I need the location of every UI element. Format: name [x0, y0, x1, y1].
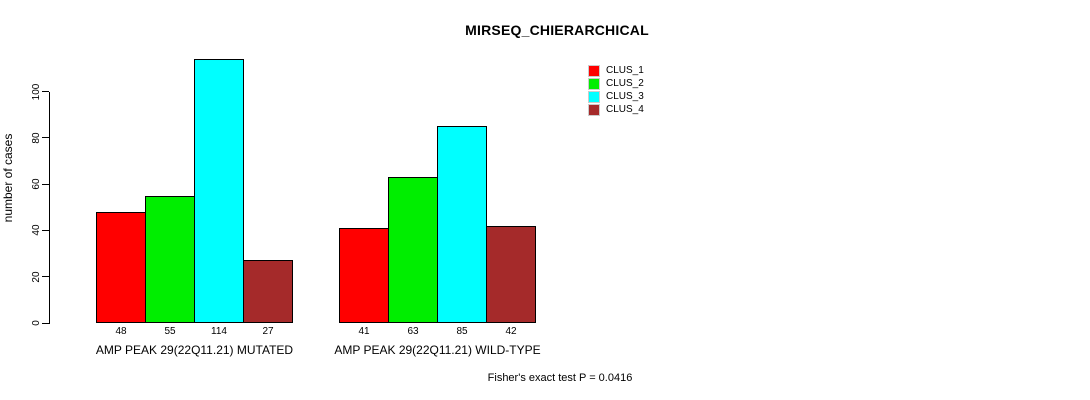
legend-swatch-icon	[588, 78, 600, 90]
legend-swatch-icon	[588, 91, 600, 103]
y-tick-label: 60	[31, 178, 42, 190]
y-tick-label: 0	[31, 320, 42, 326]
chart-title: MIRSEQ_CHIERARCHICAL	[465, 22, 649, 38]
y-tick	[42, 322, 49, 324]
y-tick	[42, 183, 49, 185]
bar-value-label: 48	[115, 326, 127, 337]
legend-label: CLUS_3	[606, 91, 644, 102]
bar-clus_3-group2	[437, 126, 487, 323]
bar-clus_1-group1	[96, 211, 146, 323]
group-label: AMP PEAK 29(22Q11.21) WILD-TYPE	[334, 343, 541, 357]
annotation-text: Fisher's exact test P = 0.0416	[487, 372, 633, 384]
bar-clus_1-group2	[339, 228, 389, 323]
bar-value-label: 41	[358, 326, 370, 337]
legend-label: CLUS_2	[606, 78, 644, 89]
legend-swatch-icon	[588, 104, 600, 116]
bar-value-label: 85	[456, 326, 468, 337]
y-tick	[42, 276, 49, 278]
bar-value-label: 55	[164, 326, 176, 337]
y-tick	[42, 137, 49, 139]
legend-swatch-icon	[588, 65, 600, 77]
y-tick-label: 40	[31, 224, 42, 236]
bar-clus_4-group1	[243, 260, 293, 323]
y-tick-label: 20	[31, 271, 42, 283]
legend-label: CLUS_1	[606, 65, 644, 76]
bar-clus_2-group1	[145, 195, 195, 323]
group-label: AMP PEAK 29(22Q11.21) MUTATED	[95, 343, 294, 357]
y-axis-line	[49, 91, 50, 324]
y-tick-label: 80	[31, 132, 42, 144]
y-tick-label: 100	[31, 83, 42, 100]
y-tick	[42, 91, 49, 92]
bar-clus_3-group1	[194, 59, 244, 323]
bar-value-label: 27	[262, 326, 274, 337]
y-tick	[42, 229, 49, 231]
bar-value-label: 42	[505, 326, 517, 337]
bar-clus_4-group2	[486, 225, 536, 323]
bar-value-label: 114	[211, 326, 227, 337]
bar-clus_2-group2	[388, 177, 438, 323]
bar-value-label: 63	[407, 326, 419, 337]
legend-label: CLUS_4	[606, 104, 644, 115]
